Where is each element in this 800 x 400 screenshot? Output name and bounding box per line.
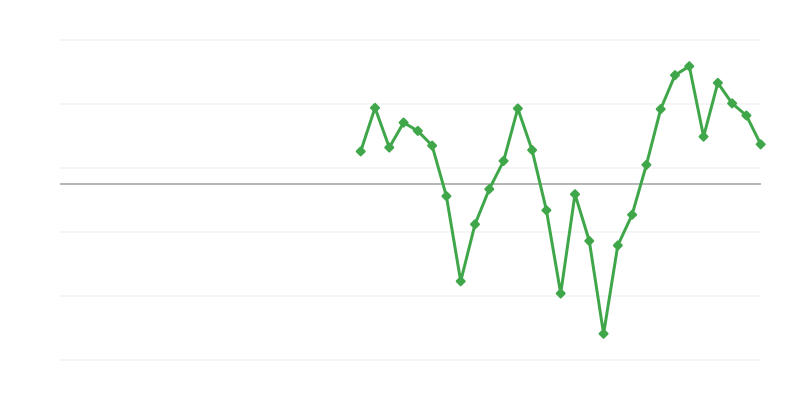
data-point-marker [569,189,580,200]
data-point-marker [498,155,509,166]
data-point-marker [727,98,738,109]
data-point-marker [455,276,466,287]
data-point-marker [427,140,438,151]
data-point-marker [669,70,680,81]
data-point-marker [369,102,380,113]
data-point-marker [384,142,395,153]
data-point-marker [755,139,766,150]
data-point-marker [355,146,366,157]
data-point-marker [712,77,723,88]
data-point-marker [655,104,666,115]
data-point-marker [412,125,423,136]
data-point-marker [612,240,623,251]
data-point-marker [541,205,552,216]
data-point-marker [441,191,452,202]
data-point-marker [584,235,595,246]
data-point-marker [684,61,695,72]
data-point-marker [641,159,652,170]
data-point-marker [469,219,480,230]
data-point-marker [484,184,495,195]
data-point-marker [698,131,709,142]
data-point-marker [555,288,566,299]
data-point-marker [598,328,609,339]
data-point-marker [512,103,523,114]
data-point-marker [627,209,638,220]
data-point-marker [398,117,409,128]
data-point-marker [527,145,538,156]
data-point-marker [741,110,752,121]
